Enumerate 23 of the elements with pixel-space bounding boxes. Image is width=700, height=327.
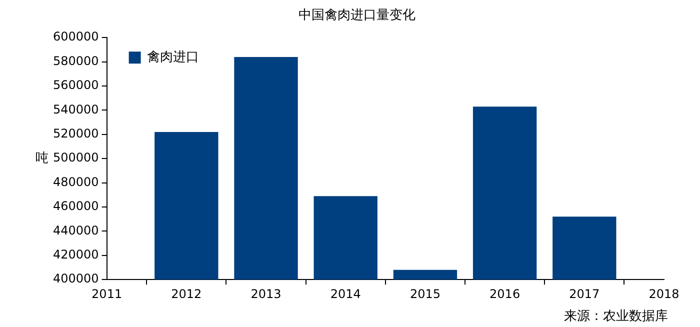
y-tick-label: 460000	[52, 199, 99, 214]
x-tick-label: 2013	[250, 286, 282, 301]
y-axis-title: 吨	[36, 150, 48, 166]
legend-label: 禽肉进口	[146, 50, 199, 65]
y-tick-label: 540000	[52, 102, 99, 116]
y-tick-label: 560000	[52, 78, 99, 92]
x-tick-label: 2018	[648, 286, 680, 301]
y-tick-label: 500000	[52, 150, 99, 165]
x-tick-label: 2016	[490, 286, 520, 301]
y-tick-label: 440000	[52, 223, 99, 238]
x-tick-label: 2011	[92, 286, 122, 301]
x-tick-label: 2012	[171, 286, 202, 301]
y-tick-label: 400000	[52, 272, 99, 286]
chart-title: 中国禽肉进口量变化	[298, 8, 416, 24]
x-tick-label: 2014	[330, 286, 361, 301]
y-tick-label: 420000	[52, 248, 99, 262]
y-tick-label: 580000	[52, 54, 99, 68]
x-tick-label: 2017	[569, 286, 600, 301]
y-tick-label: 600000	[52, 30, 99, 44]
x-tick-label: 2015	[410, 286, 440, 301]
y-tick-label: 480000	[52, 174, 99, 189]
source-note: 来源：农业数据库	[564, 308, 668, 325]
y-tick-label: 520000	[52, 126, 99, 141]
